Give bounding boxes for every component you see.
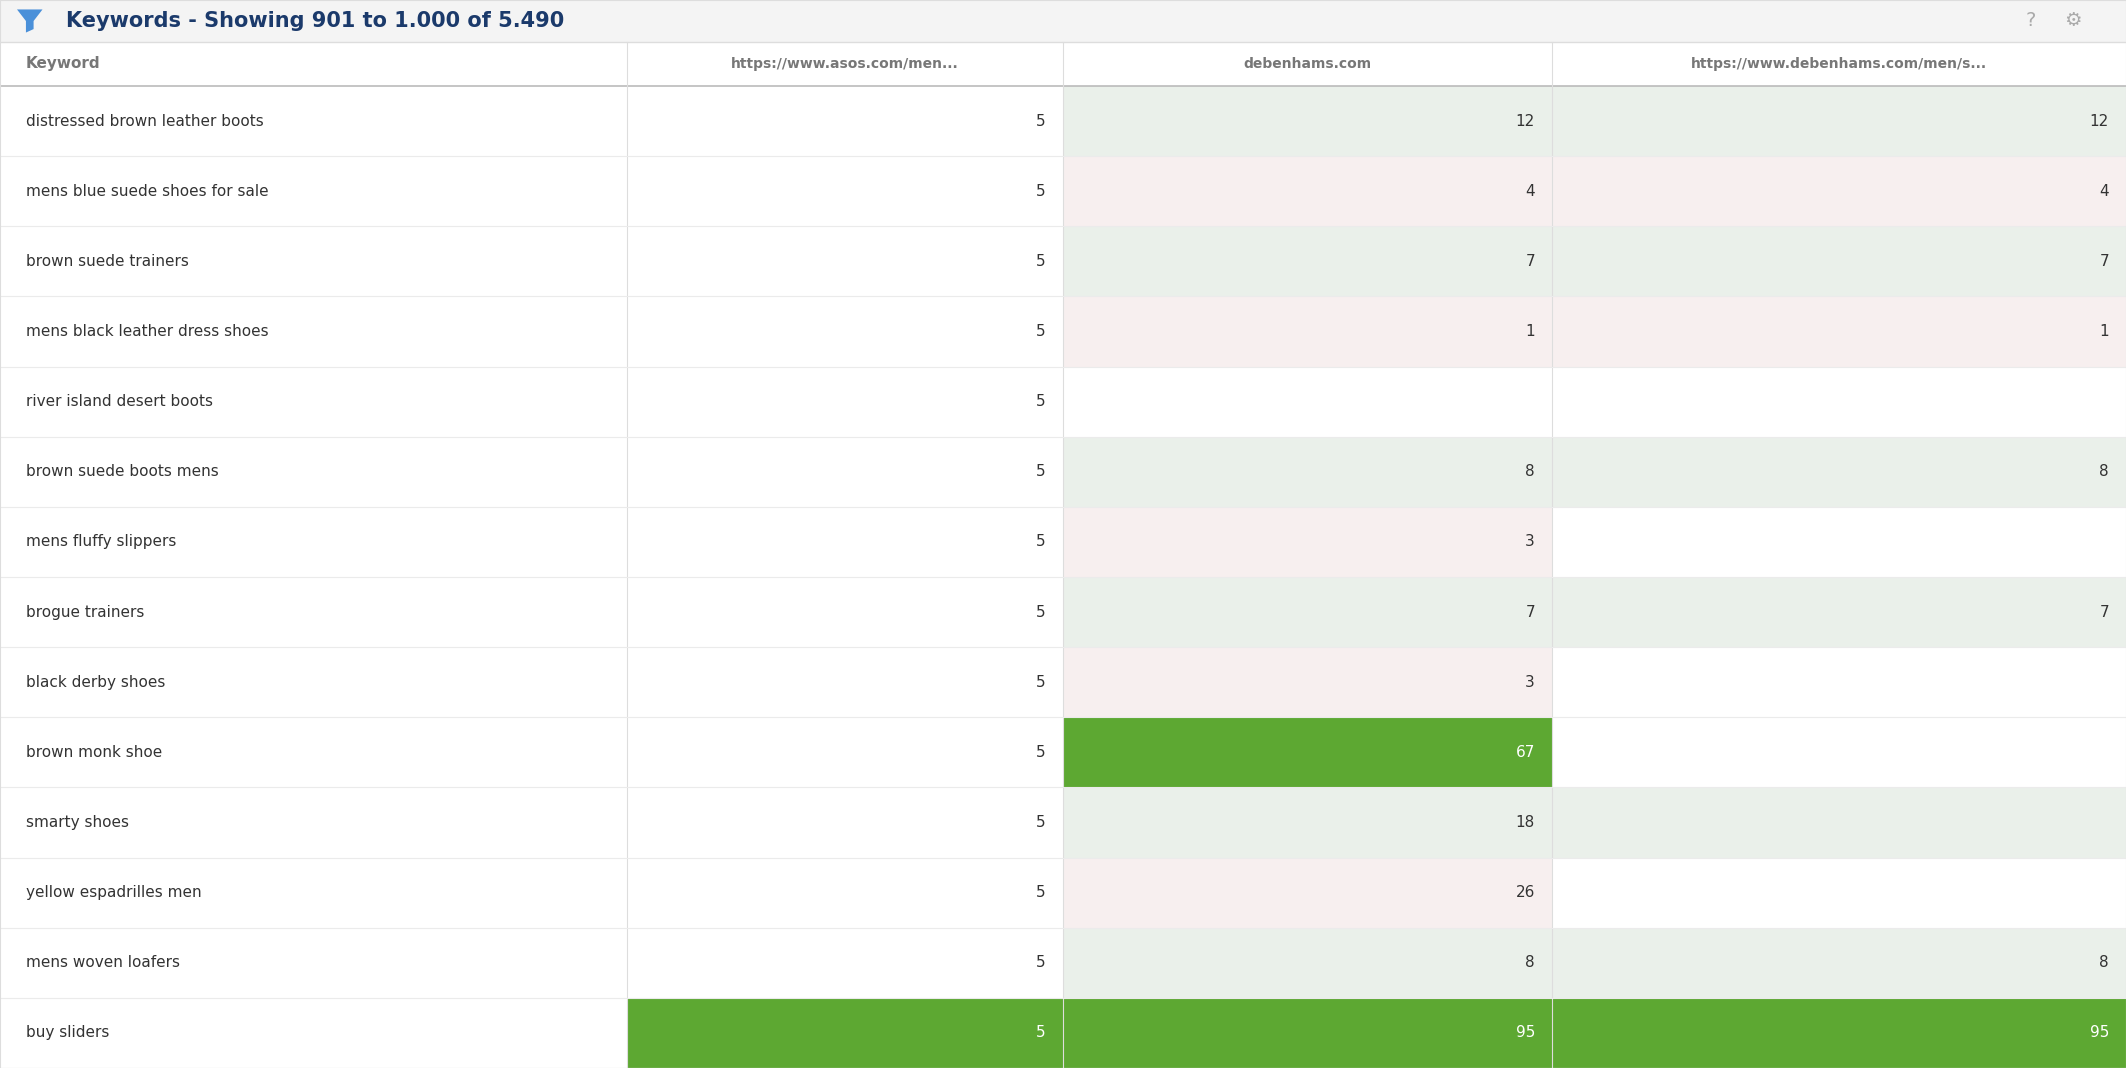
Text: ⚙: ⚙ xyxy=(2064,12,2081,31)
Text: brown monk shoe: brown monk shoe xyxy=(26,744,162,759)
Text: 12: 12 xyxy=(1516,113,1535,128)
FancyBboxPatch shape xyxy=(1063,998,1552,1068)
Text: 5: 5 xyxy=(1035,394,1046,409)
Text: 5: 5 xyxy=(1035,534,1046,549)
Text: river island desert boots: river island desert boots xyxy=(26,394,213,409)
Text: distressed brown leather boots: distressed brown leather boots xyxy=(26,113,264,128)
FancyBboxPatch shape xyxy=(1063,928,1552,998)
Text: yellow espadrilles men: yellow espadrilles men xyxy=(26,885,202,900)
FancyBboxPatch shape xyxy=(1552,156,2126,226)
Text: 5: 5 xyxy=(1035,465,1046,480)
Text: 95: 95 xyxy=(2090,1025,2109,1040)
Text: 5: 5 xyxy=(1035,815,1046,830)
Text: 3: 3 xyxy=(1524,534,1535,549)
Text: 5: 5 xyxy=(1035,885,1046,900)
Polygon shape xyxy=(17,10,43,32)
Text: mens woven loafers: mens woven loafers xyxy=(26,955,179,971)
Text: 7: 7 xyxy=(1524,604,1535,619)
Text: 7: 7 xyxy=(2098,604,2109,619)
Text: 5: 5 xyxy=(1035,955,1046,971)
Text: 8: 8 xyxy=(2098,465,2109,480)
Text: 5: 5 xyxy=(1035,184,1046,199)
Text: black derby shoes: black derby shoes xyxy=(26,675,166,690)
FancyBboxPatch shape xyxy=(1063,858,1552,928)
FancyBboxPatch shape xyxy=(0,42,2126,87)
FancyBboxPatch shape xyxy=(1063,437,1552,507)
FancyBboxPatch shape xyxy=(1552,787,2126,858)
Text: smarty shoes: smarty shoes xyxy=(26,815,128,830)
Text: mens black leather dress shoes: mens black leather dress shoes xyxy=(26,324,268,339)
Text: 5: 5 xyxy=(1035,113,1046,128)
FancyBboxPatch shape xyxy=(1552,928,2126,998)
FancyBboxPatch shape xyxy=(627,998,1063,1068)
Text: 8: 8 xyxy=(1524,465,1535,480)
FancyBboxPatch shape xyxy=(1063,577,1552,647)
Text: 5: 5 xyxy=(1035,604,1046,619)
Text: debenhams.com: debenhams.com xyxy=(1244,57,1371,70)
FancyBboxPatch shape xyxy=(1552,577,2126,647)
Text: brown suede boots mens: brown suede boots mens xyxy=(26,465,219,480)
Text: 4: 4 xyxy=(1524,184,1535,199)
FancyBboxPatch shape xyxy=(1552,297,2126,366)
Text: mens fluffy slippers: mens fluffy slippers xyxy=(26,534,176,549)
Text: 5: 5 xyxy=(1035,254,1046,269)
FancyBboxPatch shape xyxy=(1063,226,1552,297)
Text: 5: 5 xyxy=(1035,744,1046,759)
Text: buy sliders: buy sliders xyxy=(26,1025,108,1040)
FancyBboxPatch shape xyxy=(1552,87,2126,156)
Text: 5: 5 xyxy=(1035,324,1046,339)
Text: 7: 7 xyxy=(1524,254,1535,269)
FancyBboxPatch shape xyxy=(1063,647,1552,718)
Text: Keywords - Showing 901 to 1.000 of 5.490: Keywords - Showing 901 to 1.000 of 5.490 xyxy=(66,11,563,31)
FancyBboxPatch shape xyxy=(1063,297,1552,366)
Text: 8: 8 xyxy=(2098,955,2109,971)
FancyBboxPatch shape xyxy=(1552,998,2126,1068)
FancyBboxPatch shape xyxy=(1063,156,1552,226)
Text: 5: 5 xyxy=(1035,675,1046,690)
Text: 26: 26 xyxy=(1516,885,1535,900)
Text: 5: 5 xyxy=(1035,1025,1046,1040)
FancyBboxPatch shape xyxy=(1063,507,1552,577)
Text: Keyword: Keyword xyxy=(26,57,100,72)
FancyBboxPatch shape xyxy=(1063,718,1552,787)
FancyBboxPatch shape xyxy=(1063,787,1552,858)
Text: 3: 3 xyxy=(1524,675,1535,690)
FancyBboxPatch shape xyxy=(1552,437,2126,507)
Text: ?: ? xyxy=(2026,12,2035,31)
Text: 4: 4 xyxy=(2098,184,2109,199)
Text: 1: 1 xyxy=(1524,324,1535,339)
Text: 1: 1 xyxy=(2098,324,2109,339)
Text: 95: 95 xyxy=(1516,1025,1535,1040)
Text: brogue trainers: brogue trainers xyxy=(26,604,145,619)
Text: brown suede trainers: brown suede trainers xyxy=(26,254,189,269)
Text: 18: 18 xyxy=(1516,815,1535,830)
Text: 7: 7 xyxy=(2098,254,2109,269)
Text: 8: 8 xyxy=(1524,955,1535,971)
FancyBboxPatch shape xyxy=(1063,87,1552,156)
Text: mens blue suede shoes for sale: mens blue suede shoes for sale xyxy=(26,184,268,199)
Text: 12: 12 xyxy=(2090,113,2109,128)
Text: 67: 67 xyxy=(1516,744,1535,759)
FancyBboxPatch shape xyxy=(1552,226,2126,297)
Text: https://www.asos.com/men...: https://www.asos.com/men... xyxy=(731,57,959,70)
Text: https://www.debenhams.com/men/s...: https://www.debenhams.com/men/s... xyxy=(1690,57,1988,70)
FancyBboxPatch shape xyxy=(0,0,2126,42)
